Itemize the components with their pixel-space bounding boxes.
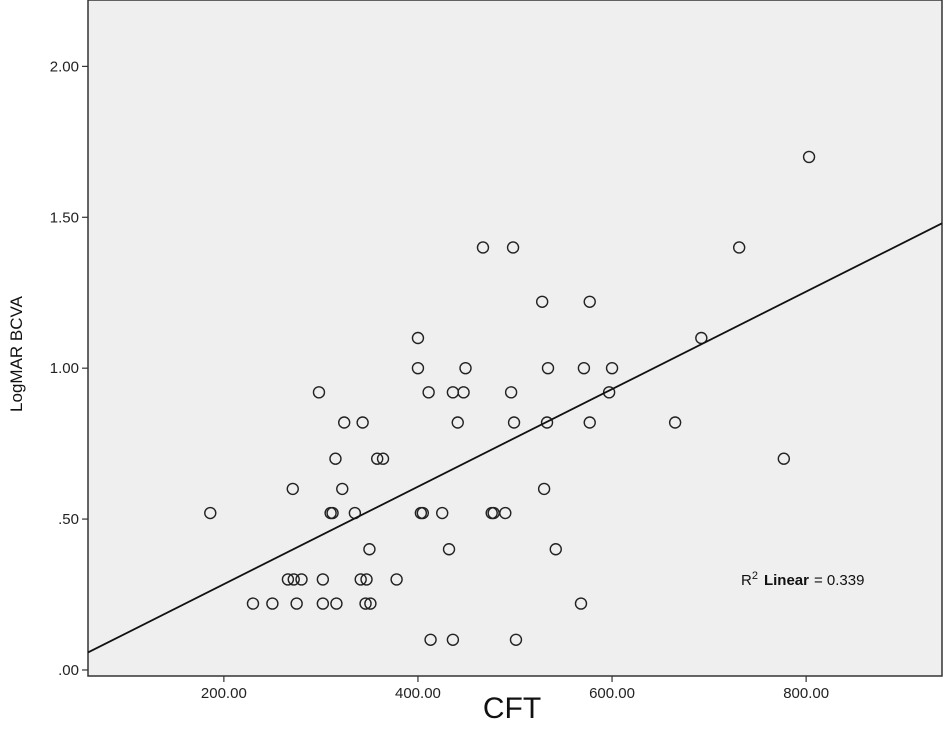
data-point — [777, 452, 791, 465]
x-tick-label: 800.00 — [783, 685, 829, 702]
y-tick-label: 1.00 — [50, 360, 79, 377]
r2-annotation: R2 Linear = 0.339 — [741, 570, 864, 589]
data-point — [316, 597, 330, 610]
data-point — [577, 361, 591, 375]
data-point — [326, 506, 339, 520]
data-point — [295, 573, 308, 586]
data-point — [668, 416, 682, 429]
x-axis: 200.00 400.00 600.00 800.00 — [201, 676, 829, 702]
data-points — [204, 150, 816, 646]
x-tick-label: 200.00 — [201, 685, 247, 702]
data-point — [316, 573, 330, 586]
data-point — [246, 597, 260, 610]
data-point — [535, 295, 549, 308]
data-point — [506, 241, 520, 254]
data-point — [312, 386, 326, 399]
y-axis-title: LogMAR BCVA — [7, 295, 26, 412]
data-point — [363, 543, 376, 556]
data-point — [338, 416, 351, 429]
r2-superscript: 2 — [752, 570, 758, 582]
data-point — [583, 295, 596, 308]
y-tick-label: .00 — [58, 662, 79, 679]
data-point — [356, 416, 369, 429]
x-tick-label: 600.00 — [589, 685, 635, 702]
data-point — [540, 416, 554, 429]
data-point — [370, 452, 384, 465]
data-point — [509, 633, 523, 646]
data-point — [457, 386, 470, 399]
data-point — [605, 361, 619, 375]
data-point — [360, 573, 373, 586]
data-point — [541, 361, 555, 375]
data-point — [602, 386, 616, 399]
r2-linear-label: Linear — [764, 572, 809, 589]
data-point — [732, 241, 746, 254]
data-point — [286, 482, 299, 496]
data-point — [442, 543, 456, 556]
r2-value: = 0.339 — [814, 572, 864, 589]
y-tick-label: 2.00 — [50, 58, 79, 75]
data-point — [390, 573, 403, 586]
data-point — [204, 506, 217, 520]
data-point — [459, 361, 472, 375]
data-point — [549, 543, 562, 556]
data-point — [330, 597, 343, 610]
data-point — [287, 573, 300, 586]
data-point — [364, 597, 377, 610]
data-point — [376, 452, 390, 465]
y-axis: .00 .50 1.00 1.50 2.00 — [50, 58, 88, 679]
data-point — [504, 386, 518, 399]
data-point — [329, 452, 342, 465]
data-point — [424, 633, 437, 646]
data-point — [499, 506, 512, 520]
regression-line — [87, 222, 943, 654]
data-point — [436, 506, 449, 520]
data-point — [451, 416, 464, 429]
data-point — [583, 416, 596, 429]
data-point — [476, 241, 490, 254]
data-point — [802, 150, 816, 164]
y-tick-label: .50 — [58, 511, 79, 528]
data-point — [354, 573, 367, 586]
r2-symbol: R — [741, 572, 752, 589]
data-point — [359, 597, 372, 610]
y-tick-label: 1.50 — [50, 209, 79, 226]
data-point — [537, 482, 551, 496]
data-point — [574, 597, 588, 610]
data-point — [336, 482, 349, 496]
x-tick-label: 400.00 — [395, 685, 441, 702]
data-point — [266, 597, 279, 610]
data-point — [507, 416, 521, 429]
data-point — [411, 331, 425, 345]
plot-area — [87, 0, 943, 677]
data-point — [446, 633, 460, 646]
data-point — [422, 386, 435, 399]
data-point — [416, 506, 430, 520]
x-axis-title: CFT — [483, 692, 541, 725]
data-point — [290, 597, 303, 610]
data-point — [411, 361, 425, 375]
data-point — [281, 573, 295, 586]
